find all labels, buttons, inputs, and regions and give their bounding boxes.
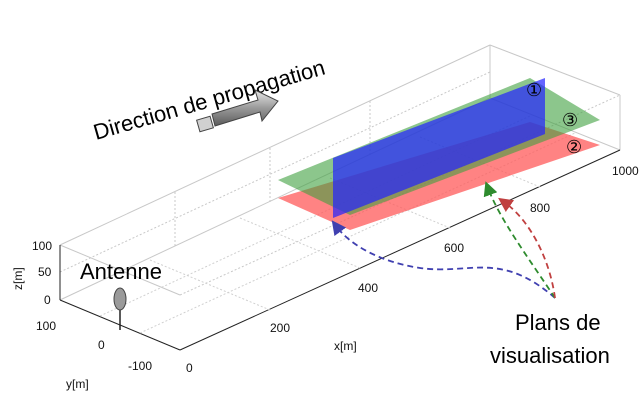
arrow-to-plane-2: [498, 197, 556, 299]
visualization-planes: [278, 78, 600, 230]
plane-2-marker: ②: [566, 137, 582, 158]
plane-3-marker: ③: [562, 110, 578, 131]
x-axis-label: x[m]: [334, 339, 357, 353]
y-tick-100: 100: [36, 319, 56, 333]
antenna-label: Antenne: [80, 259, 162, 284]
propagation-title: Direction de propagation: [90, 55, 327, 145]
pointer-arrows: [331, 181, 556, 299]
y-tick-minus100: -100: [128, 359, 152, 373]
arrow-to-plane-1: [331, 220, 556, 299]
x-tick-0: 0: [186, 361, 193, 375]
propagation-arrow-icon: [195, 89, 279, 133]
z-tick-100: 100: [32, 239, 52, 253]
z-tick-0: 0: [44, 293, 51, 307]
planes-label-line1: Plans de: [515, 310, 601, 335]
x-tick-400: 400: [358, 281, 378, 295]
x-tick-200: 200: [270, 321, 290, 335]
x-tick-800: 800: [530, 201, 550, 215]
y-tick-0: 0: [98, 338, 105, 352]
z-tick-50: 50: [38, 265, 52, 279]
plane-1-marker: ①: [526, 80, 542, 101]
z-axis-label: z[m]: [11, 267, 25, 290]
x-axis: 0 200 400 600 800 1000 x[m]: [186, 164, 639, 375]
plane-1: [333, 78, 545, 218]
x-tick-1000: 1000: [612, 164, 639, 178]
y-axis: 100 0 -100 y[m]: [36, 319, 152, 391]
arrow-to-plane-3: [483, 181, 556, 299]
y-axis-label: y[m]: [66, 377, 89, 391]
x-tick-600: 600: [444, 241, 464, 255]
z-axis: 100 50 0 z[m]: [11, 239, 52, 307]
antenna-icon: [113, 287, 127, 330]
planes-label-line2: visualisation: [490, 343, 610, 368]
